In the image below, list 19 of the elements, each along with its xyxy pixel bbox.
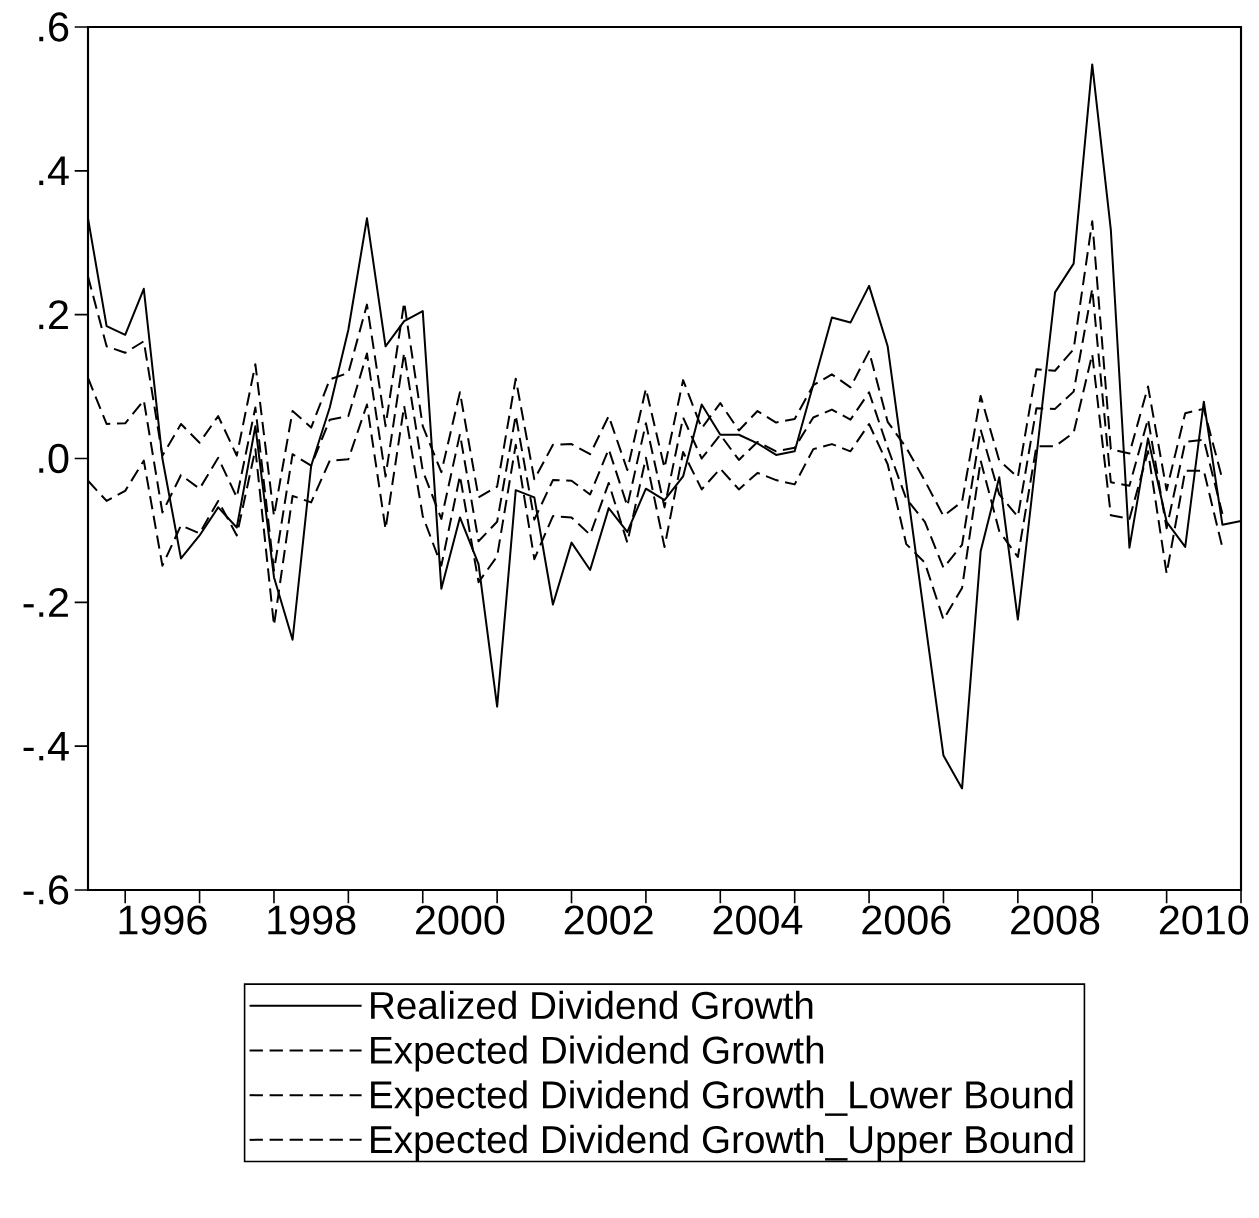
y-tick-label: -.6 bbox=[23, 875, 69, 905]
y-tick-label: .0 bbox=[39, 443, 69, 474]
y-tick-label: -.2 bbox=[23, 587, 68, 617]
x-tick-label: 2000 bbox=[416, 905, 505, 935]
x-tick-label: 2002 bbox=[564, 905, 653, 935]
x-tick-label: 2004 bbox=[713, 905, 803, 935]
y-tick-label: .4 bbox=[39, 156, 69, 186]
legend-label: Expected Dividend Growth_Upper Bound bbox=[371, 1124, 1073, 1161]
legend-label: Expected Dividend Growth_Lower Bound bbox=[371, 1080, 1073, 1117]
y-tick-label: .2 bbox=[39, 300, 68, 330]
legend-label: Realized Dividend Growth bbox=[371, 990, 813, 1020]
y-tick-label: .6 bbox=[39, 12, 69, 42]
x-tick-label: 2010 bbox=[1159, 905, 1249, 935]
x-tick-label: 2006 bbox=[862, 905, 951, 935]
x-tick-label: 2008 bbox=[1011, 905, 1100, 935]
legend-label: Expected Dividend Growth bbox=[371, 1035, 824, 1072]
x-tick-label: 1998 bbox=[268, 905, 356, 935]
x-tick-label: 1996 bbox=[119, 905, 207, 935]
y-tick-label: -.4 bbox=[23, 731, 69, 761]
